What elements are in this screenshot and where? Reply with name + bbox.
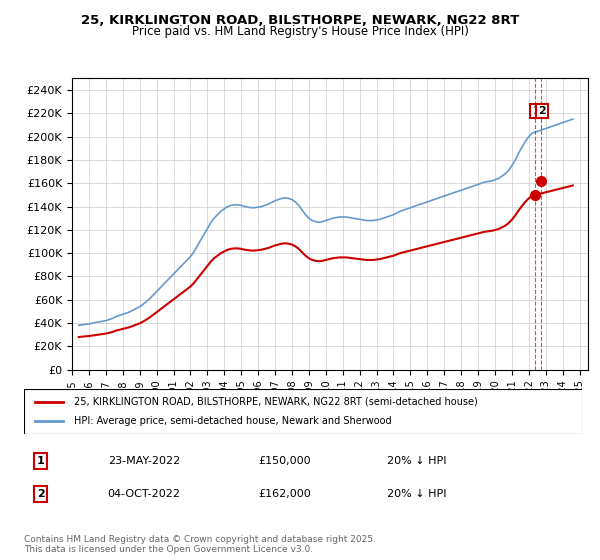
Text: 25, KIRKLINGTON ROAD, BILSTHORPE, NEWARK, NG22 8RT (semi-detached house): 25, KIRKLINGTON ROAD, BILSTHORPE, NEWARK…: [74, 396, 478, 407]
Text: 2: 2: [538, 106, 546, 116]
Text: Contains HM Land Registry data © Crown copyright and database right 2025.
This d: Contains HM Land Registry data © Crown c…: [24, 535, 376, 554]
Text: 04-OCT-2022: 04-OCT-2022: [108, 489, 181, 499]
Text: Price paid vs. HM Land Registry's House Price Index (HPI): Price paid vs. HM Land Registry's House …: [131, 25, 469, 38]
Text: 1: 1: [532, 106, 540, 116]
Text: 1: 1: [37, 456, 44, 466]
Text: 23-MAY-2022: 23-MAY-2022: [108, 456, 180, 466]
Text: £162,000: £162,000: [259, 489, 311, 499]
Text: HPI: Average price, semi-detached house, Newark and Sherwood: HPI: Average price, semi-detached house,…: [74, 417, 392, 427]
Text: 20% ↓ HPI: 20% ↓ HPI: [387, 456, 446, 466]
Text: 25, KIRKLINGTON ROAD, BILSTHORPE, NEWARK, NG22 8RT: 25, KIRKLINGTON ROAD, BILSTHORPE, NEWARK…: [81, 14, 519, 27]
FancyBboxPatch shape: [24, 389, 582, 434]
Text: 2: 2: [37, 489, 44, 499]
Text: £150,000: £150,000: [259, 456, 311, 466]
Text: 20% ↓ HPI: 20% ↓ HPI: [387, 489, 446, 499]
